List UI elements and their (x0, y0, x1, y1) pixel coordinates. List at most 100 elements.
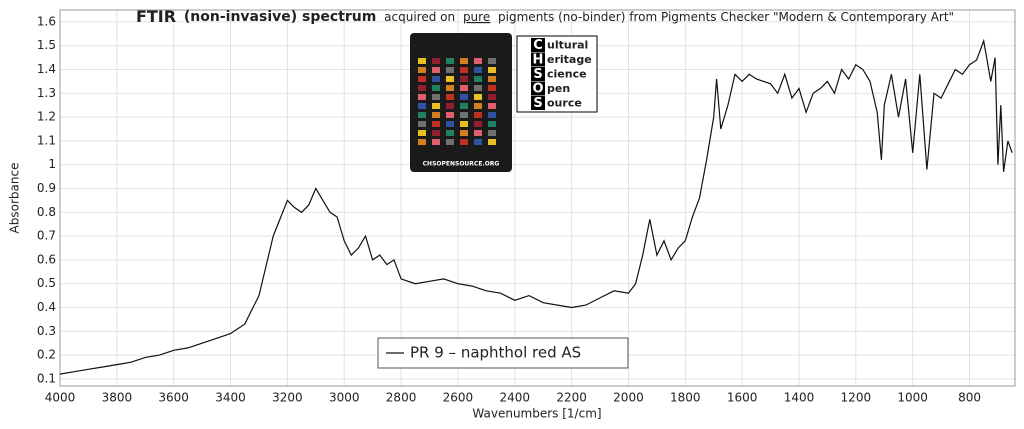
plot-frame (59, 9, 1016, 387)
logo-letter: H (533, 53, 544, 68)
card-swatch (474, 94, 482, 100)
logo-word: ultural (547, 39, 588, 52)
card-body (410, 33, 512, 172)
card-swatch (474, 121, 482, 127)
card-swatch (446, 76, 454, 82)
logo-letter-box (531, 38, 545, 52)
x-tick-label: 3400 (215, 391, 246, 405)
logo-word: cience (547, 68, 587, 81)
legend-label: PR 9 – naphthol red AS (410, 344, 581, 362)
x-tick-label: 3000 (329, 391, 360, 405)
y-tick-label: 1.6 (37, 14, 56, 28)
card-swatch (418, 58, 426, 64)
card-swatch (446, 139, 454, 145)
logo-word: ource (547, 97, 582, 110)
logo-word: pen (547, 82, 570, 95)
y-tick-label: 1.1 (37, 133, 56, 147)
card-swatch (418, 67, 426, 73)
card-swatch (446, 103, 454, 109)
card-swatch (418, 112, 426, 118)
card-swatch (474, 58, 482, 64)
card-swatch (474, 76, 482, 82)
card-swatch (432, 103, 440, 109)
x-tick-label: 2000 (613, 391, 644, 405)
card-swatch (418, 94, 426, 100)
card-swatch (488, 85, 496, 91)
card-swatch (446, 112, 454, 118)
card-swatch (488, 58, 496, 64)
logo-letter: S (533, 67, 542, 82)
card-swatch (460, 76, 468, 82)
card-swatch (418, 139, 426, 145)
logo-letter-box (531, 52, 545, 67)
card-swatch (446, 94, 454, 100)
card-footer: CHSOPENSOURCE.ORG (423, 161, 500, 168)
card-swatch (488, 103, 496, 109)
card-swatch (474, 67, 482, 73)
card-swatch (432, 112, 440, 118)
card-swatch (488, 121, 496, 127)
card-swatch (460, 94, 468, 100)
card-swatch (432, 85, 440, 91)
logo-letter-box (531, 67, 545, 81)
card-swatch (432, 121, 440, 127)
y-tick-label: 1.5 (37, 38, 56, 52)
legend-box (377, 337, 629, 369)
y-axis-label: Absorbance (8, 163, 22, 234)
y-tick-label: 1.2 (37, 110, 56, 124)
card-swatch (460, 103, 468, 109)
card-swatch (460, 67, 468, 73)
y-tick-label: 1 (48, 157, 56, 171)
title-part: pure (463, 10, 490, 24)
y-tick-label: 0.4 (37, 300, 56, 314)
card-swatch (474, 85, 482, 91)
logo-letter: O (532, 82, 543, 97)
pigment-card: CHSOPENSOURCE.ORG (410, 33, 512, 172)
series-line (59, 38, 1013, 375)
x-tick-label: 1800 (670, 391, 701, 405)
logo-letter: C (533, 38, 543, 53)
x-tick-label: 1600 (727, 391, 758, 405)
x-tick-label: 1000 (897, 391, 928, 405)
card-swatch (418, 85, 426, 91)
card-swatch (418, 130, 426, 136)
card-swatch (418, 103, 426, 109)
x-tick-label: 3800 (102, 391, 133, 405)
card-swatch (488, 112, 496, 118)
y-tick-label: 0.8 (37, 205, 56, 219)
card-swatch (446, 85, 454, 91)
title-part: (non-invasive) spectrum (184, 9, 376, 25)
y-tick-label: 1.4 (37, 62, 56, 76)
card-swatch (446, 130, 454, 136)
card-swatch (460, 130, 468, 136)
card-swatch (460, 121, 468, 127)
card-swatch (432, 67, 440, 73)
logo-letter-box (531, 81, 545, 96)
card-swatch (460, 58, 468, 64)
title-part: FTIR (136, 7, 176, 26)
x-axis-label: Wavenumbers [1/cm] (472, 407, 601, 421)
y-tick-label: 0.3 (37, 324, 56, 338)
x-tick-label: 2600 (443, 391, 474, 405)
card-swatch (432, 58, 440, 64)
card-swatch (432, 76, 440, 82)
x-tick-label: 4000 (45, 391, 76, 405)
card-swatch (474, 139, 482, 145)
logo-frame (516, 35, 598, 113)
logo-word: eritage (547, 53, 592, 66)
x-tick-label: 3600 (158, 391, 189, 405)
card-swatch (488, 130, 496, 136)
x-tick-label: 2800 (386, 391, 417, 405)
card-swatch (474, 130, 482, 136)
title-part: acquired on (384, 10, 455, 24)
x-tick-label: 2200 (556, 391, 587, 405)
card-swatch (446, 67, 454, 73)
y-tick-label: 0.5 (37, 276, 56, 290)
card-swatch (432, 130, 440, 136)
x-tick-label: 800 (958, 391, 981, 405)
card-swatch (432, 139, 440, 145)
card-swatch (488, 94, 496, 100)
logo-letter: S (533, 96, 542, 111)
